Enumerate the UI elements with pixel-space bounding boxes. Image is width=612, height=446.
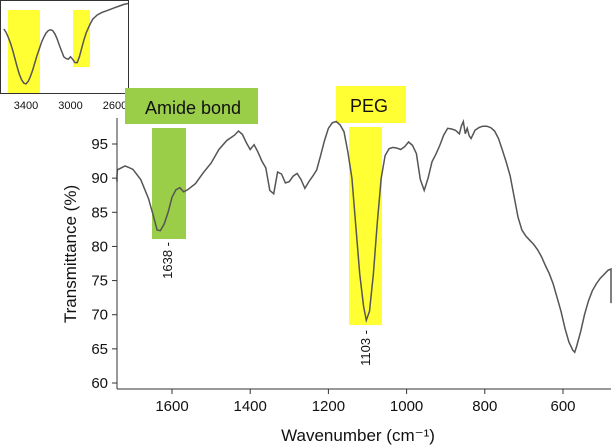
inset-chart: 3400 3000 2600 <box>0 0 129 112</box>
amide-label: Amide bond <box>145 98 241 118</box>
y-tick-label: 85 <box>91 204 108 221</box>
x-tick-label: 1000 <box>390 398 423 415</box>
inset-x-tick-label: 3000 <box>58 100 82 112</box>
x-tick-label: 1400 <box>234 398 267 415</box>
y-tick-label: 90 <box>91 170 108 187</box>
main-spectrum-line <box>116 118 612 354</box>
inset-x-axis-ticks: 3400 3000 2600 <box>14 100 127 112</box>
x-axis-ticks: 1600 1400 1200 1000 800 600 <box>155 389 576 415</box>
y-axis-title: Transmittance (%) <box>61 185 80 323</box>
x-axis-title: Wavenumber (cm⁻¹) <box>281 426 435 445</box>
inset-frame <box>0 0 129 94</box>
amide-peak-label: 1638 - <box>160 242 175 279</box>
x-tick-label: 1200 <box>312 398 345 415</box>
x-tick-label: 800 <box>472 398 497 415</box>
inset-x-tick-label: 2600 <box>103 100 127 112</box>
peg-label: PEG <box>350 96 388 116</box>
amide-band <box>152 128 186 239</box>
inset-spectrum-line <box>3 2 129 85</box>
x-tick-label: 600 <box>550 398 575 415</box>
peg-label-box <box>336 86 406 123</box>
peg-peak-label: 1103 - <box>358 330 373 366</box>
y-tick-label: 95 <box>91 136 108 153</box>
y-tick-label: 70 <box>91 307 108 324</box>
y-tick-label: 65 <box>91 341 108 358</box>
y-axis-ticks: 60 65 70 75 80 85 90 95 <box>91 136 117 392</box>
y-tick-label: 75 <box>91 273 108 290</box>
y-tick-label: 60 <box>91 375 108 392</box>
y-tick-label: 80 <box>91 238 108 255</box>
inset-x-tick-label: 3400 <box>14 100 38 112</box>
inset-highlight-right <box>73 10 90 67</box>
amide-label-box <box>125 88 258 124</box>
x-tick-label: 1600 <box>155 398 188 415</box>
